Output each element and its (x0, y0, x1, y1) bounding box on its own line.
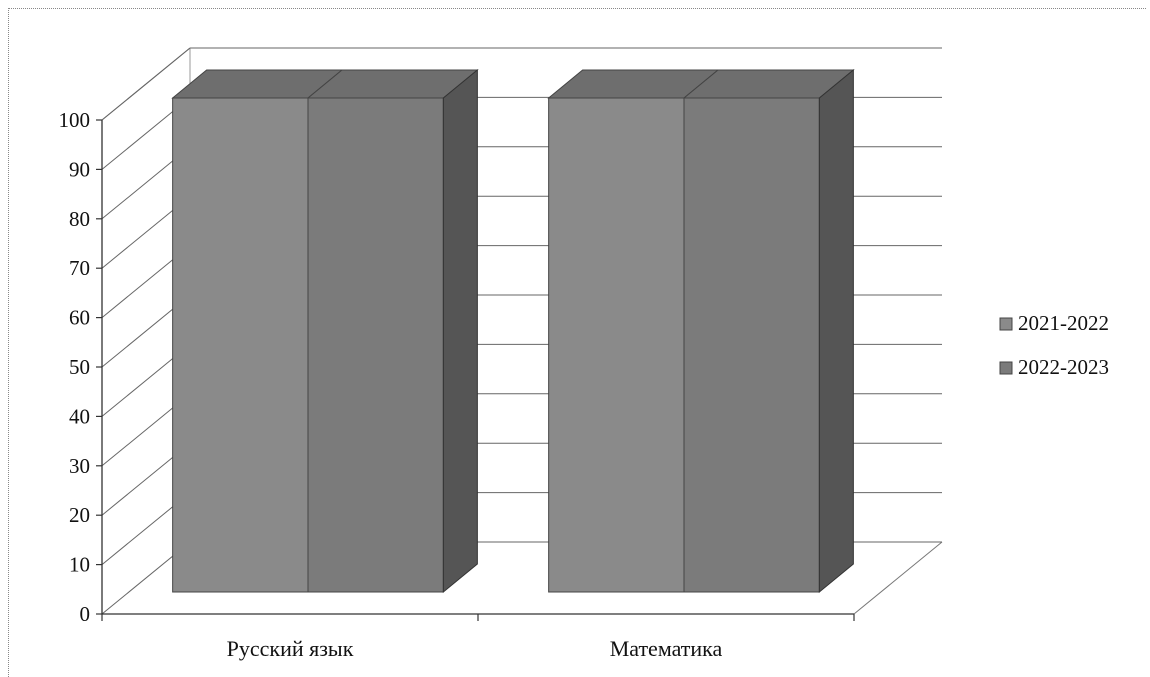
legend-label: 2022-2023 (1018, 355, 1109, 379)
bar-side (442, 68, 478, 594)
category-label: Математика (610, 636, 723, 661)
bar-front (548, 97, 685, 593)
axes (96, 119, 855, 621)
bar-front (307, 97, 444, 593)
bar-0-1 (306, 68, 479, 594)
y-tick-label: 40 (69, 404, 90, 428)
bar-front (683, 97, 820, 593)
bar-side (818, 68, 854, 594)
y-tick-label: 70 (69, 256, 90, 280)
y-tick-label: 80 (69, 207, 90, 231)
y-tick-label: 50 (69, 355, 90, 379)
bar-1-1 (682, 68, 855, 594)
bars (171, 68, 855, 594)
side-gridline (101, 47, 191, 121)
legend-swatch (999, 361, 1013, 375)
y-tick-label: 20 (69, 503, 90, 527)
category-label: Русский язык (227, 636, 354, 661)
legend-swatch (999, 317, 1013, 331)
y-tick-labels: 0 10 20 30 40 50 60 70 80 90 100 (59, 108, 91, 626)
y-tick-label: 0 (80, 602, 91, 626)
bar-1-0 (547, 69, 720, 593)
bar-front (172, 97, 309, 593)
y-tick-label: 60 (69, 306, 90, 330)
bar-0-0 (171, 69, 344, 593)
y-tick-label: 30 (69, 454, 90, 478)
legend: 2021-2022 2022-2023 (999, 311, 1109, 379)
category-labels: Русский язык Математика (227, 636, 723, 661)
y-tick-label: 100 (59, 108, 91, 132)
floor-right-edge (853, 541, 943, 615)
y-tick-label: 90 (69, 157, 90, 181)
chart-frame (8, 8, 1146, 677)
y-tick-label: 10 (69, 553, 90, 577)
legend-label: 2021-2022 (1018, 311, 1109, 335)
